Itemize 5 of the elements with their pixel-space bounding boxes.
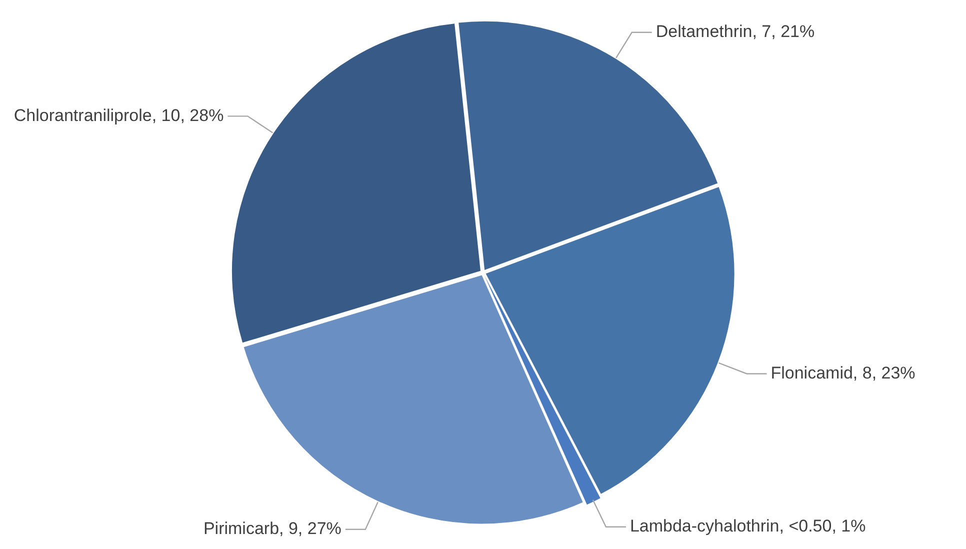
slice-label: Flonicamid, 8, 23% xyxy=(770,363,916,382)
slice-label: Pirimicarb, 9, 27% xyxy=(203,519,342,538)
slice-label: Chlorantraniliprole, 10, 28% xyxy=(14,106,224,125)
slice-label: Deltamethrin, 7, 21% xyxy=(656,22,815,42)
slice-label: Lambda-cyhalothrin, <0.50, 1% xyxy=(630,516,866,536)
